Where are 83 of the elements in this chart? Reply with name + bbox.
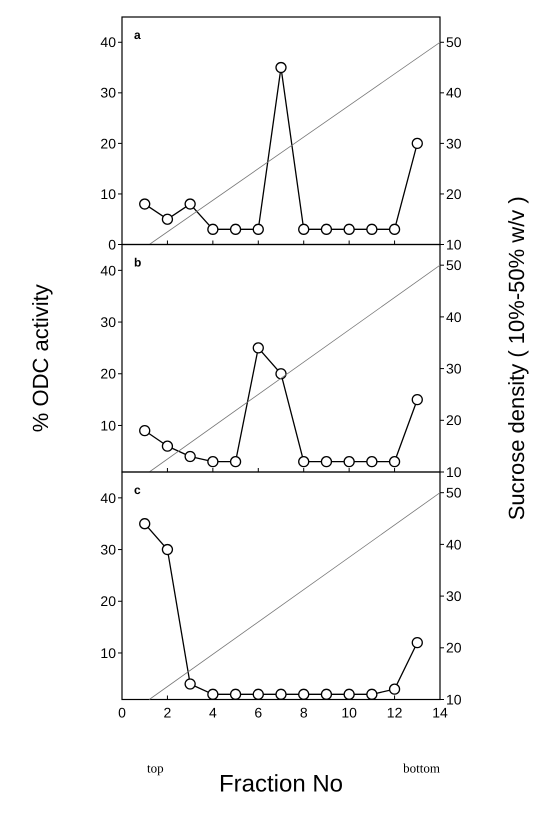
y2-tick-label: 40: [446, 536, 462, 552]
point: [230, 688, 242, 700]
point: [252, 224, 264, 235]
point: [207, 688, 219, 700]
point: [139, 424, 150, 436]
point: [139, 198, 150, 210]
point: [320, 224, 332, 235]
point: [207, 456, 219, 468]
point: [252, 688, 264, 700]
point: [275, 62, 287, 74]
y-tick-label: 30: [100, 84, 116, 101]
y-tick-label: 30: [100, 314, 116, 330]
point: [162, 440, 174, 452]
y2-axis-title: Sucrose density ( 10%-50% w/v ): [504, 196, 529, 520]
y2-tick-label: 50: [446, 484, 462, 501]
x-tick-label: 0: [118, 704, 126, 720]
y2-tick-label: 30: [446, 588, 462, 604]
y2-tick-label: 50: [446, 257, 462, 274]
y2-tick-label: 10: [446, 691, 462, 708]
point: [366, 456, 378, 468]
y2-tick-label: 10: [446, 464, 462, 480]
point: [275, 688, 287, 700]
point: [298, 688, 310, 700]
point: [298, 456, 310, 468]
point: [343, 224, 355, 235]
text: c: [134, 483, 141, 497]
y2-tick-label: 20: [446, 412, 462, 428]
point: [366, 224, 378, 235]
point: [366, 688, 378, 700]
point: [388, 684, 400, 695]
y-tick-label: 20: [100, 135, 116, 152]
y2-tick-label: 40: [446, 308, 462, 325]
point: [252, 342, 264, 354]
text: bottom: [403, 760, 440, 776]
x-tick-label: 10: [341, 704, 358, 720]
y2-tick-label: 20: [446, 640, 462, 656]
x-tick-label: 12: [386, 704, 403, 720]
y-tick-label: 10: [100, 644, 116, 661]
y-tick-label: 20: [100, 366, 116, 382]
point: [139, 518, 150, 530]
x-tick-label: 6: [254, 704, 262, 720]
point: [412, 394, 423, 406]
text: a: [134, 28, 141, 42]
x-tick-label: 2: [164, 704, 172, 720]
x-tick-label: 14: [432, 704, 448, 720]
point: [343, 456, 355, 468]
y-tick-label: 40: [100, 34, 116, 50]
y-tick-label: 20: [100, 593, 116, 610]
point: [388, 224, 400, 235]
point: [388, 456, 400, 468]
y-tick-label: 10: [100, 417, 116, 434]
y2-tick-label: 30: [446, 360, 462, 376]
point: [184, 198, 196, 210]
point: [162, 544, 174, 556]
point: [230, 224, 242, 235]
point: [184, 450, 196, 462]
y-tick-label: 40: [100, 262, 116, 278]
y2-tick-label: 10: [446, 236, 462, 252]
point: [343, 688, 355, 700]
y-tick-label: 10: [100, 186, 116, 202]
y-tick-label: 0: [108, 236, 116, 252]
point: [412, 138, 423, 150]
x-tick-label: 8: [300, 704, 308, 720]
text: top: [147, 760, 164, 776]
point: [162, 214, 174, 225]
y2-tick-label: 20: [446, 186, 462, 202]
y-tick-label: 40: [100, 490, 116, 506]
y2-tick-label: 50: [446, 34, 462, 50]
point: [230, 456, 242, 468]
x-tick-label: 4: [208, 704, 217, 720]
point: [320, 688, 332, 700]
x-axis-title: Fraction No: [218, 770, 344, 798]
point: [207, 224, 219, 235]
y-tick-label: 30: [100, 541, 116, 558]
y-axis-title: % ODC activity: [28, 284, 53, 432]
point: [298, 224, 310, 235]
text: b: [134, 256, 142, 270]
point: [184, 678, 196, 690]
point: [412, 636, 423, 648]
point: [275, 368, 287, 380]
point: [320, 456, 332, 468]
y2-tick-label: 30: [446, 135, 462, 152]
y2-tick-label: 40: [446, 84, 462, 101]
